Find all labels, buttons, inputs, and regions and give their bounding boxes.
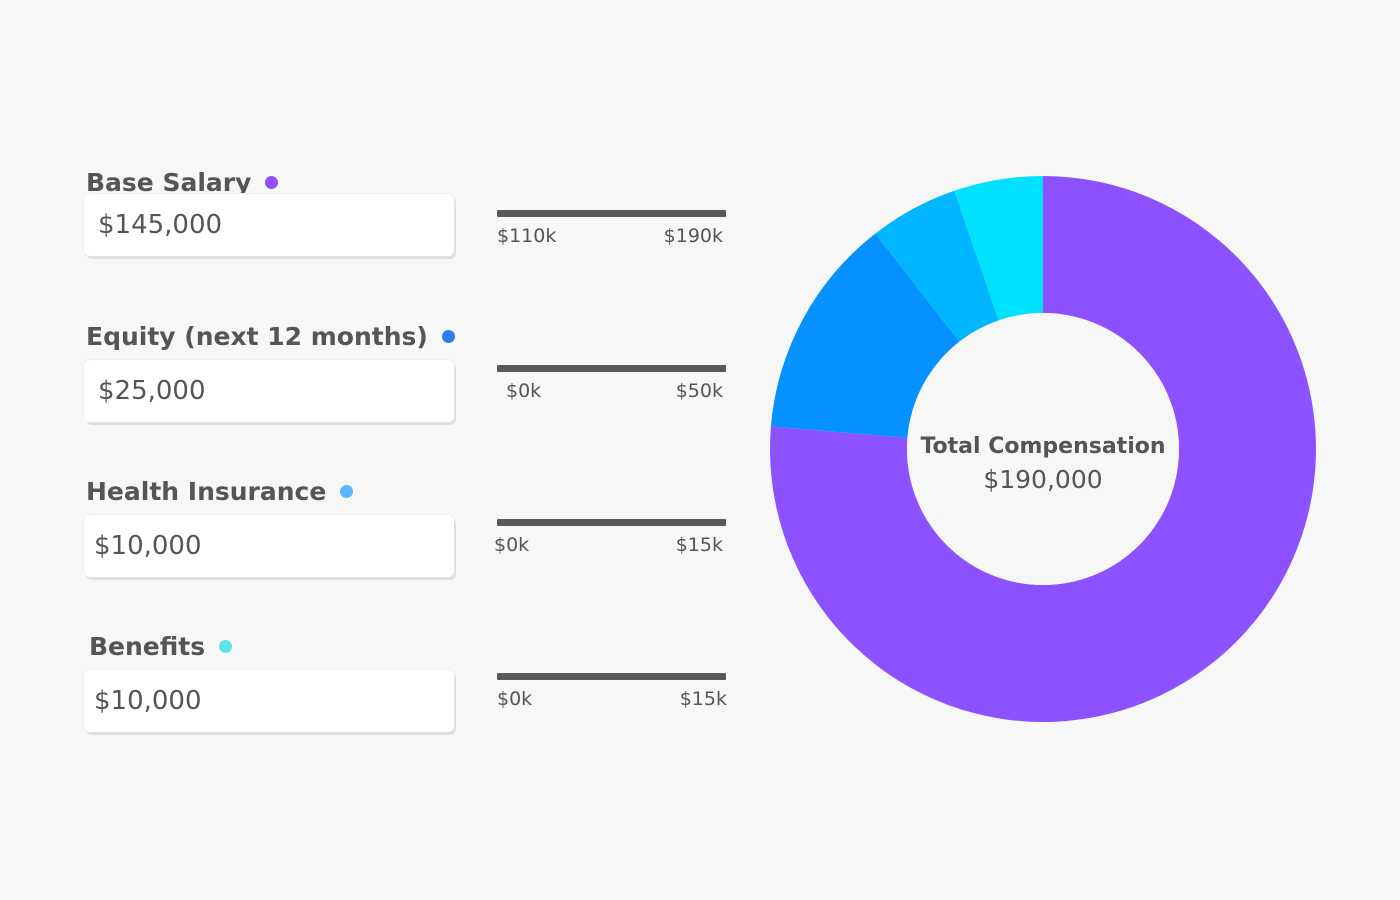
base-salary-range-slider[interactable]: $110k $190k (497, 210, 727, 250)
total-compensation-value: $190,000 (983, 465, 1103, 494)
slider-min-label: $110k (497, 225, 557, 247)
health-insurance-legend-dot (340, 485, 354, 498)
slider-max-label: $15k (679, 688, 727, 710)
slider-track[interactable] (497, 673, 726, 680)
field-label: Benefits (89, 632, 233, 661)
health-insurance-input[interactable] (84, 515, 454, 577)
total-compensation-title: Total Compensation (920, 434, 1166, 459)
benefits-label: Benefits (89, 632, 206, 661)
donut-slice-base-salary (770, 176, 1316, 722)
compensation-donut-chart (770, 176, 1316, 722)
field-label: Base Salary (86, 168, 279, 197)
donut-slice-health-insurance (875, 190, 999, 342)
benefits-legend-dot (219, 640, 233, 653)
field-label: Equity (next 12 months) (86, 322, 455, 351)
slider-min-label: $0k (497, 688, 533, 710)
field-benefits: Benefits $0k $15k (0, 632, 740, 762)
field-health-insurance: Health Insurance $0k $15k (0, 477, 740, 607)
equity-label: Equity (next 12 months) (86, 322, 428, 351)
donut-hole (907, 313, 1179, 585)
donut-slice-benefits (954, 176, 1043, 321)
equity-legend-dot (441, 330, 455, 343)
benefits-input[interactable] (84, 670, 454, 732)
donut-slice-equity-next-12-months (770, 233, 960, 438)
field-base-salary: Base Salary $110k $190k (0, 168, 740, 298)
slider-track[interactable] (497, 519, 726, 526)
slider-track[interactable] (497, 210, 726, 217)
slider-min-label: $0k (494, 534, 530, 556)
slider-max-label: $50k (675, 380, 723, 402)
equity-input[interactable] (84, 360, 454, 422)
field-label: Health Insurance (86, 477, 354, 506)
total-compensation-summary: Total Compensation $190,000 (903, 434, 1183, 494)
health-insurance-label: Health Insurance (86, 477, 327, 506)
slider-max-label: $190k (663, 225, 723, 247)
slider-track[interactable] (497, 365, 726, 372)
base-salary-input[interactable] (84, 194, 454, 256)
equity-range-slider[interactable]: $0k $50k (497, 365, 727, 405)
base-salary-legend-dot (265, 176, 279, 189)
slider-min-label: $0k (506, 380, 542, 402)
health-insurance-range-slider[interactable]: $0k $15k (494, 519, 727, 559)
benefits-range-slider[interactable]: $0k $15k (497, 673, 727, 713)
base-salary-label: Base Salary (86, 168, 252, 197)
slider-max-label: $15k (675, 534, 723, 556)
field-equity: Equity (next 12 months) $0k $50k (0, 322, 740, 452)
